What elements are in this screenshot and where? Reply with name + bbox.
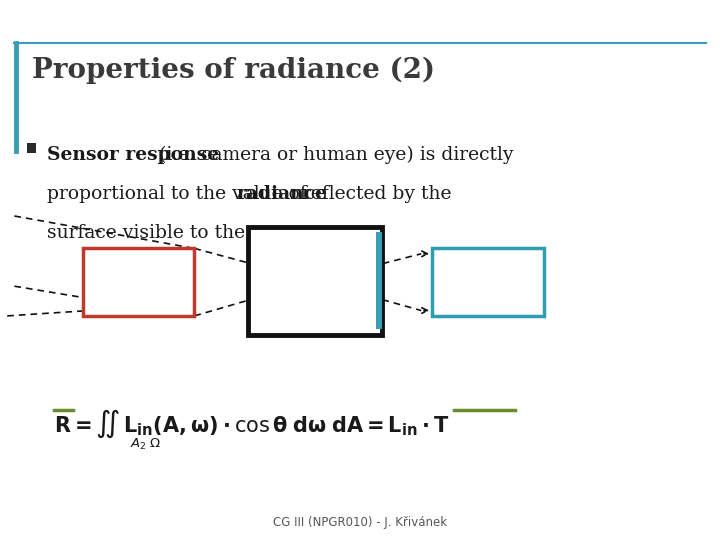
- Text: Properties of radiance (2): Properties of radiance (2): [32, 57, 436, 84]
- Text: $A_2\;\Omega$: $A_2\;\Omega$: [130, 437, 161, 453]
- Text: surface visible to the sensor.: surface visible to the sensor.: [47, 224, 318, 241]
- Text: 2: 2: [526, 298, 533, 309]
- Text: 1: 1: [176, 298, 184, 309]
- Text: proportional to the value of: proportional to the value of: [47, 185, 312, 202]
- Bar: [376, 232, 382, 329]
- Text: area A: area A: [458, 286, 518, 302]
- Text: (i.e. camera or human eye) is directly: (i.e. camera or human eye) is directly: [153, 146, 514, 164]
- Text: reflected by the: reflected by the: [296, 185, 451, 202]
- Bar: [27, 143, 36, 153]
- Text: radiance: radiance: [237, 185, 328, 202]
- Bar: [83, 248, 194, 316]
- Text: Sensor: Sensor: [456, 262, 520, 279]
- Text: Sensor response: Sensor response: [47, 146, 219, 164]
- Text: area A: area A: [109, 286, 168, 302]
- Text: CG III (NPGR010) - J. Křivánek: CG III (NPGR010) - J. Křivánek: [273, 516, 447, 529]
- Bar: [248, 227, 382, 335]
- Text: Aperture: Aperture: [97, 262, 180, 279]
- Bar: [432, 248, 544, 316]
- Text: $\mathbf{R = \int\!\!\int\, L_{in}(A,\omega)\cdot \cos\theta\; d\omega\; dA = L_: $\mathbf{R = \int\!\!\int\, L_{in}(A,\om…: [54, 408, 450, 440]
